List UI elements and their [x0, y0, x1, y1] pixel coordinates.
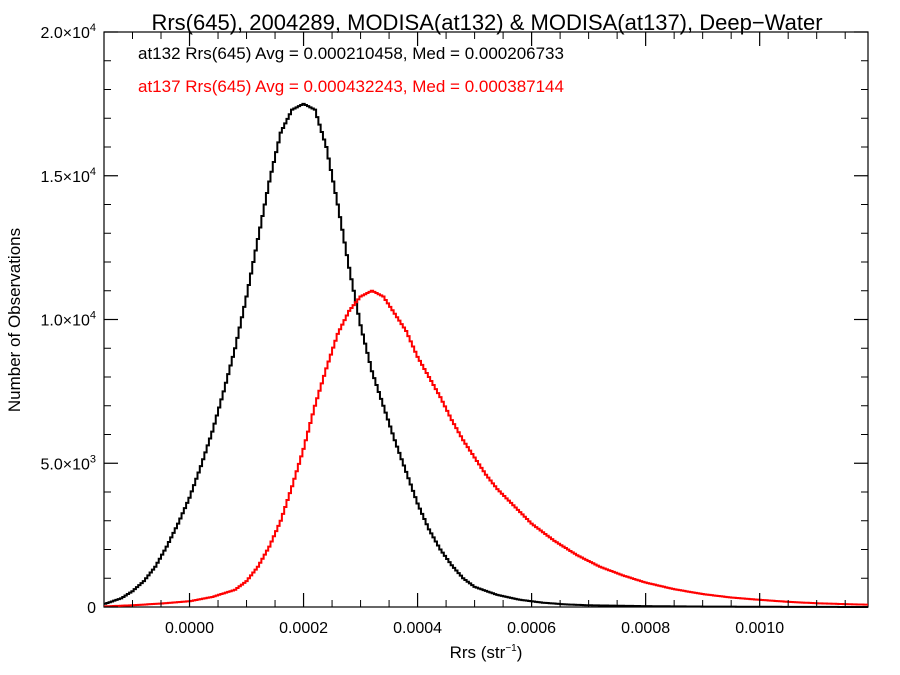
y-tick-label: 5.0×103 [40, 453, 96, 473]
series-line-1 [104, 289, 868, 608]
chart-title: Rrs(645), 2004289, MODISA(at132) & MODIS… [151, 10, 822, 35]
x-tick-label: 0.0004 [393, 620, 442, 637]
x-tick-label: 0.0000 [165, 620, 214, 637]
y-axis-label: Number of Observations [5, 228, 24, 412]
y-tick-label: 2.0×104 [40, 22, 96, 42]
series-line-0 [104, 102, 868, 608]
plot-frame [103, 31, 869, 608]
x-tick-label: 0.0008 [621, 620, 670, 637]
tick-layer: 0.0000 0.0002 0.0004 0.0006 0.0008 0.0010 0 5.0… [40, 22, 868, 637]
x-tick-label: 0.0002 [279, 620, 328, 637]
x-axis-label: Rrs (str−1) [450, 643, 523, 662]
y-tick-label: 1.5×104 [40, 166, 96, 186]
x-tick-label: 0.0010 [735, 620, 784, 637]
x-tick-label: 0.0006 [507, 620, 556, 637]
y-tick-label: 1.0×104 [40, 310, 96, 330]
series-layer [104, 102, 868, 608]
annotation-at132: at132 Rrs(645) Avg = 0.000210458, Med = … [138, 44, 564, 63]
annotation-at137: at137 Rrs(645) Avg = 0.000432243, Med = … [138, 77, 564, 96]
y-tick-label: 0 [87, 600, 96, 617]
